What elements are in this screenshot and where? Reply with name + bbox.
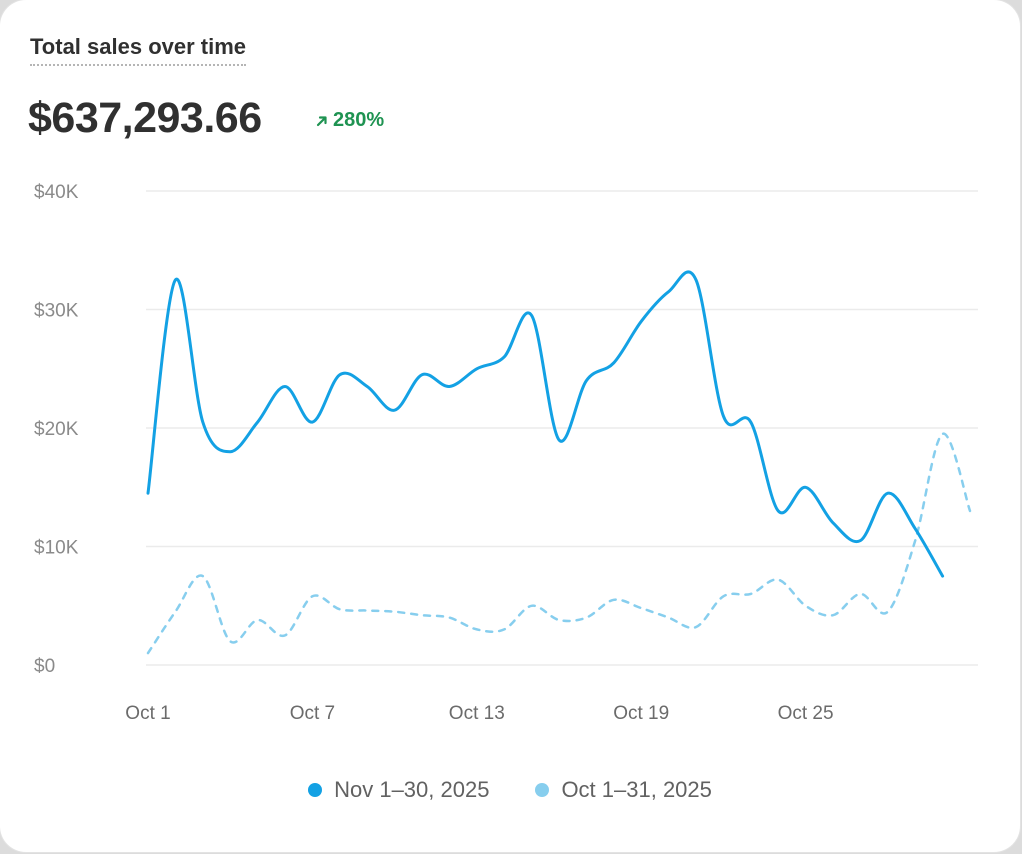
y-tick-label: $20K: [34, 419, 79, 440]
series-line-previous: [146, 432, 972, 655]
legend-dot-current: [308, 783, 323, 797]
legend-dot-previous: [535, 783, 550, 797]
x-tick-label: Oct 25: [778, 703, 834, 724]
legend-item-current[interactable]: Nov 1–30, 2025: [308, 777, 489, 803]
sales-line-chart: $0 $10K $20K $30K $40K Oct 1 Oct 7 Oct 13 Oct 19…: [34, 182, 978, 724]
x-tick-label: Oct 7: [290, 703, 335, 724]
arrow-up-right-icon: [316, 115, 327, 126]
legend-label-previous: Oct 1–31, 2025: [561, 777, 712, 802]
series-line-current: [146, 270, 945, 578]
y-tick-label: $40K: [34, 182, 79, 203]
y-tick-label: $10K: [34, 538, 79, 559]
x-tick-label: Oct 13: [449, 703, 505, 724]
change-percent: 280%: [333, 109, 385, 131]
change-badge: 280%: [315, 109, 384, 132]
card-title[interactable]: Total sales over time: [30, 34, 247, 66]
legend-item-previous[interactable]: Oct 1–31, 2025: [535, 777, 712, 803]
x-tick-label: Oct 1: [125, 703, 170, 724]
y-tick-label: $30K: [34, 301, 79, 322]
total-sales-value: $637,293.66: [28, 94, 262, 142]
chart-legend: Nov 1–30, 2025 Oct 1–31, 2025: [0, 777, 1020, 803]
y-tick-label: $0: [34, 656, 55, 677]
x-tick-label: Oct 19: [613, 703, 669, 724]
legend-label-current: Nov 1–30, 2025: [334, 777, 490, 802]
